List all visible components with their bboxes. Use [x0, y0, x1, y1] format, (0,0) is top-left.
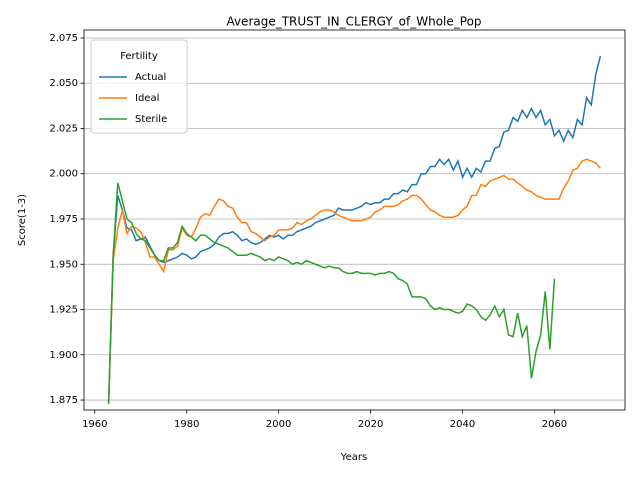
x-axis-label: Years	[340, 452, 367, 463]
chart-title: Average_TRUST_IN_CLERGY_of_Whole_Pop	[226, 15, 481, 29]
y-tick-label: 1.975	[49, 214, 78, 225]
legend: Fertility Actual Ideal Sterile	[90, 39, 188, 134]
line-series	[107, 182, 556, 404]
y-tick-label: 1.875	[49, 395, 78, 406]
line-series	[107, 158, 601, 404]
y-tick-label: 1.925	[49, 305, 78, 316]
x-tick-label: 2020	[358, 419, 383, 430]
line-series	[107, 55, 602, 404]
legend-label: Ideal	[135, 93, 159, 104]
x-tick-label: 2000	[266, 419, 291, 430]
y-tick-label: 2.025	[49, 123, 78, 134]
legend-label: Sterile	[135, 114, 167, 125]
y-tick-label: 1.900	[49, 350, 78, 361]
x-tick-label: 2040	[450, 419, 475, 430]
y-tick-label: 2.000	[49, 169, 78, 180]
y-tick-label: 1.950	[49, 259, 78, 270]
legend-title: Fertility	[120, 51, 158, 62]
legend-box	[90, 39, 188, 134]
y-tick-label: 2.050	[49, 78, 78, 89]
legend-label: Actual	[135, 72, 166, 83]
x-tick-label: 1960	[82, 419, 107, 430]
y-axis-label: Score(1-3)	[17, 194, 28, 246]
x-tick-label: 1980	[174, 419, 199, 430]
plot-frame	[83, 29, 626, 411]
y-tick-label: 2.075	[49, 33, 78, 44]
x-tick-label: 2060	[542, 419, 567, 430]
